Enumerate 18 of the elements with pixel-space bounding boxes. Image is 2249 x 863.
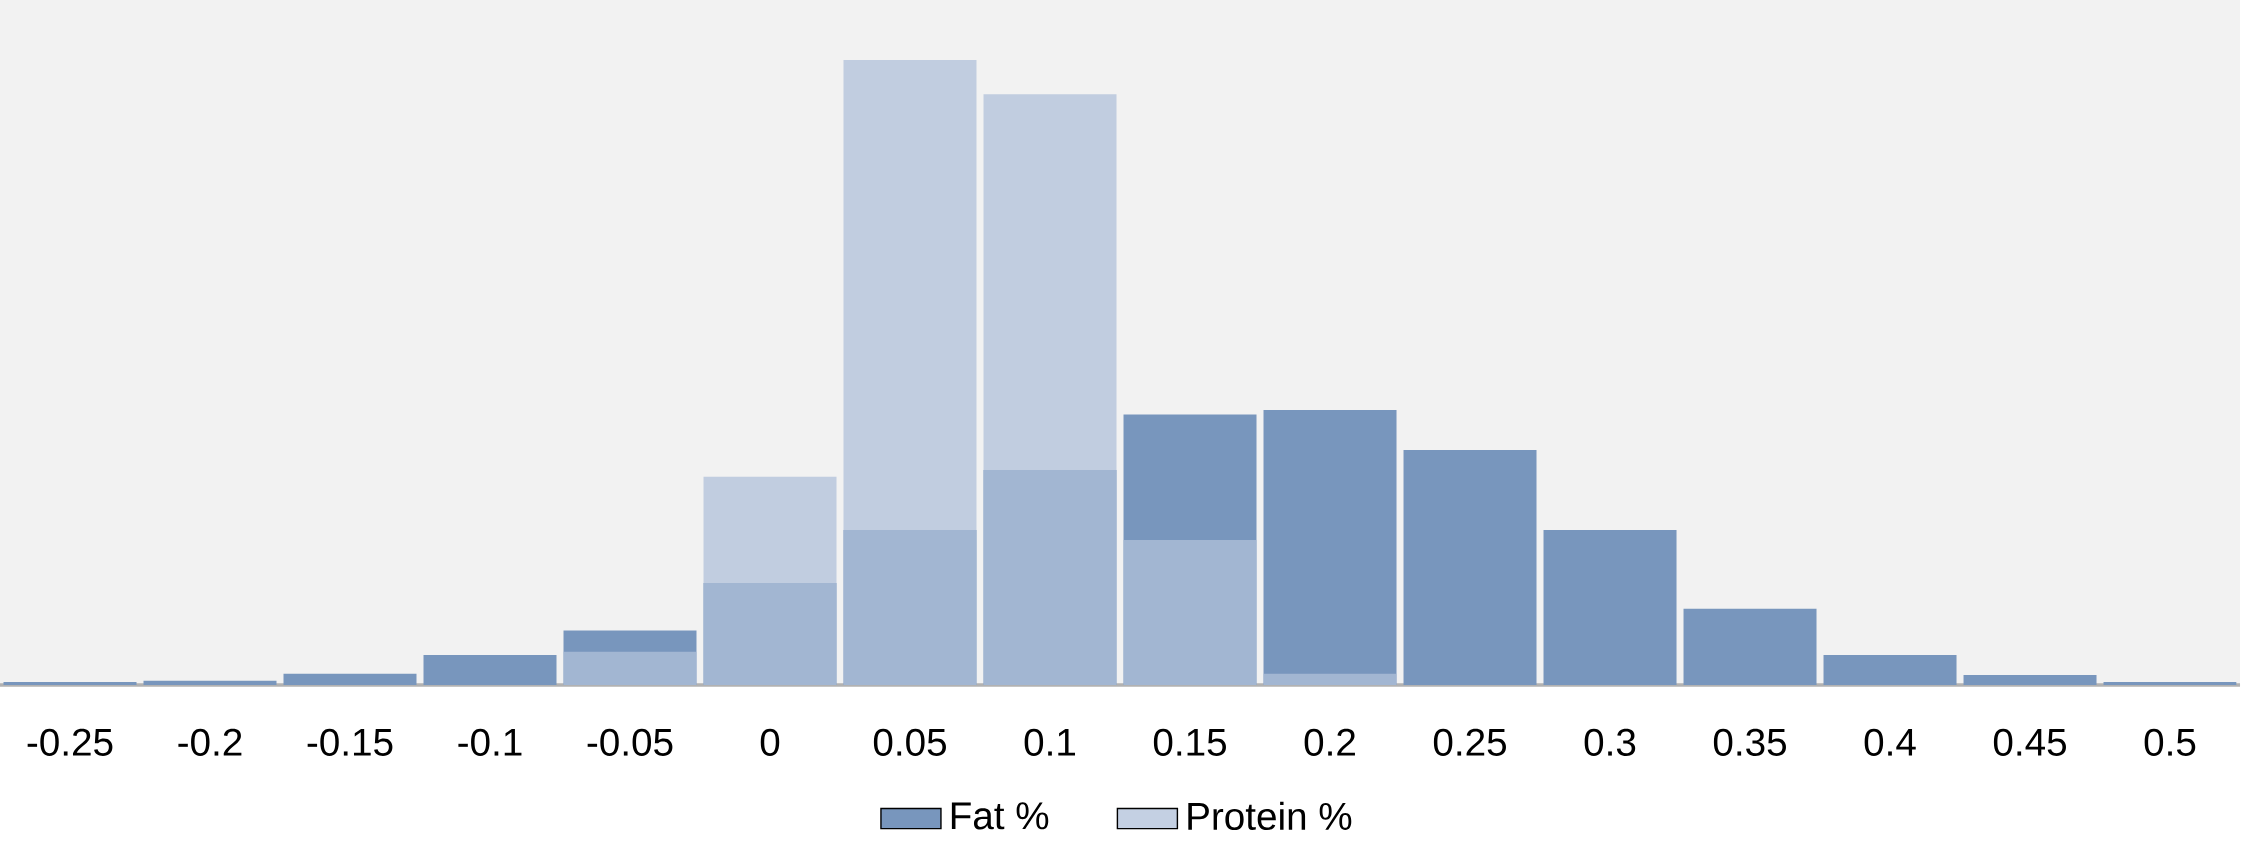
x-tick-label: -0.15 xyxy=(307,728,393,756)
x-tick-label: -0.2 xyxy=(178,728,242,756)
x-tick-label: 0.3 xyxy=(1584,728,1636,756)
x-tick-label: -0.1 xyxy=(458,728,522,756)
x-tick-label: 0.15 xyxy=(1153,728,1226,756)
x-tick-label: 0.45 xyxy=(1993,728,2066,756)
x-tick-label: 0.05 xyxy=(873,728,946,756)
x-tick-label: 0.2 xyxy=(1304,728,1355,756)
x-tick-label: 0.35 xyxy=(1713,728,1786,756)
x-tick-label: 0.1 xyxy=(1024,728,1076,756)
x-tick-label: 0 xyxy=(760,728,780,756)
x-tick-label: 0.4 xyxy=(1864,728,1916,756)
x-tick-label: 0.5 xyxy=(2144,728,2196,756)
legend-label: Fat % xyxy=(951,802,1049,830)
x-tick-label: -0.05 xyxy=(587,728,673,756)
x-tick-label: -0.25 xyxy=(27,728,113,756)
legend-label: Protein % xyxy=(1188,801,1352,831)
x-tick-label: 0.25 xyxy=(1433,728,1506,756)
